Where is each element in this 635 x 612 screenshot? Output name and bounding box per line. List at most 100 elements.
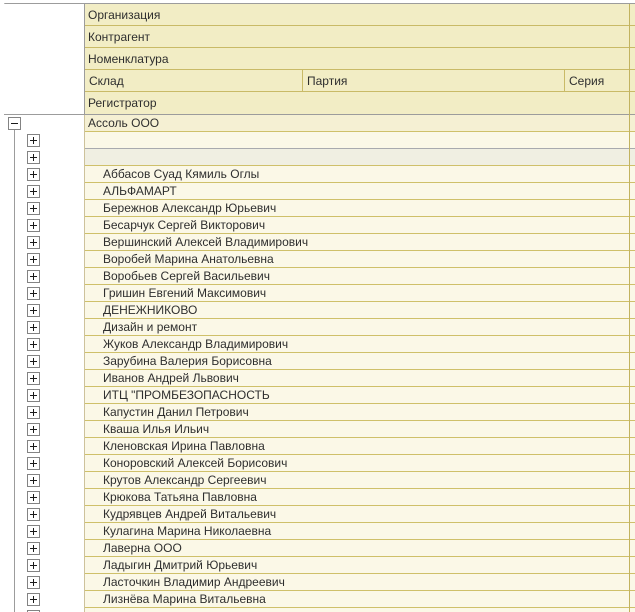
tree-rows: Ассоль ООО Аббасов Суад Кямиль Оглы АЛЬФАМ… (4, 115, 635, 612)
plus-icon[interactable] (27, 406, 40, 419)
row-label[interactable]: Крутов Александр Сергеевич (85, 472, 635, 489)
tree-connector-line (14, 130, 15, 612)
row-label[interactable]: Кваша Илья Ильич (85, 421, 635, 438)
plus-icon[interactable] (27, 236, 40, 249)
row-label[interactable]: Бережнов Александр Юрьевич (85, 200, 635, 217)
tree-row: Ладыгин Дмитрий Юрьевич (4, 557, 635, 574)
plus-icon[interactable] (27, 389, 40, 402)
tree-cell (4, 591, 85, 608)
root-row-label[interactable]: Ассоль ООО (85, 115, 635, 132)
row-label[interactable]: ДЕНЕЖНИКОВО (85, 302, 635, 319)
row-label[interactable] (85, 608, 635, 612)
tree-row: Кудрявцев Андрей Витальевич (4, 506, 635, 523)
row-label[interactable]: Ласточкин Владимир Андреевич (85, 574, 635, 591)
plus-icon[interactable] (27, 423, 40, 436)
tree-row: Бесарчук Сергей Викторович (4, 217, 635, 234)
row-label[interactable]: Крюкова Татьяна Павловна (85, 489, 635, 506)
row-label[interactable]: Иванов Андрей Львович (85, 370, 635, 387)
row-label[interactable]: Гришин Евгений Максимович (85, 285, 635, 302)
row-label[interactable]: Аббасов Суад Кямиль Оглы (85, 166, 635, 183)
row-label[interactable]: Капустин Данил Петрович (85, 404, 635, 421)
tree-cell (4, 438, 85, 455)
header-label-organization: Организация (88, 7, 161, 22)
plus-icon[interactable] (27, 321, 40, 334)
row-label[interactable]: Воробьев Сергей Васильевич (85, 268, 635, 285)
row-label[interactable]: Лизнёва Марина Витальевна (85, 591, 635, 608)
header-row-nomenclature: Номенклатура (85, 48, 635, 70)
tree-row (4, 149, 635, 166)
row-label[interactable]: Коноровский Алексей Борисович (85, 455, 635, 472)
plus-icon[interactable] (27, 508, 40, 521)
plus-icon[interactable] (27, 338, 40, 351)
tree-cell (4, 540, 85, 557)
tree-cell (4, 319, 85, 336)
header-row-organization: Организация (85, 4, 635, 26)
plus-icon[interactable] (27, 304, 40, 317)
row-label[interactable]: Кудрявцев Андрей Витальевич (85, 506, 635, 523)
plus-icon[interactable] (27, 219, 40, 232)
plus-icon[interactable] (27, 593, 40, 606)
header-label-warehouse: Склад (89, 73, 124, 88)
tree-row: Аббасов Суад Кямиль Оглы (4, 166, 635, 183)
tree-cell (4, 115, 85, 132)
plus-icon[interactable] (27, 474, 40, 487)
tree-cell (4, 166, 85, 183)
plus-icon[interactable] (27, 134, 40, 147)
header-row-registrar: Регистратор (85, 92, 635, 114)
plus-icon[interactable] (27, 355, 40, 368)
plus-icon[interactable] (27, 525, 40, 538)
tree-cell (4, 268, 85, 285)
header-cell-series: Серия (565, 70, 629, 91)
row-label[interactable]: Бесарчук Сергей Викторович (85, 217, 635, 234)
plus-icon[interactable] (27, 202, 40, 215)
row-label[interactable]: Зарубина Валерия Борисовна (85, 353, 635, 370)
tree-row: Ассоль ООО (4, 115, 635, 132)
tree-cell (4, 523, 85, 540)
plus-icon[interactable] (27, 253, 40, 266)
header-row-warehouse-batch-series: Склад Партия Серия (85, 70, 635, 92)
tree-cell (4, 234, 85, 251)
tree-row: Бережнов Александр Юрьевич (4, 200, 635, 217)
plus-icon[interactable] (27, 559, 40, 572)
row-label[interactable]: Кленовская Ирина Павловна (85, 438, 635, 455)
tree-cell (4, 489, 85, 506)
plus-icon[interactable] (27, 610, 40, 612)
tree-cell (4, 251, 85, 268)
row-label[interactable]: Дизайн и ремонт (85, 319, 635, 336)
row-label[interactable]: Вершинский Алексей Владимирович (85, 234, 635, 251)
tree-cell (4, 200, 85, 217)
tree-cell (4, 370, 85, 387)
header-label-batch: Партия (307, 73, 348, 88)
plus-icon[interactable] (27, 151, 40, 164)
row-label[interactable]: Воробей Марина Анатольевна (85, 251, 635, 268)
row-label[interactable]: ИТЦ "ПРОМБЕЗОПАСНОСТЬ (85, 387, 635, 404)
row-label[interactable]: Кулагина Марина Николаевна (85, 523, 635, 540)
column-separator-line (629, 4, 630, 612)
row-label[interactable]: АЛЬФАМАРТ (85, 183, 635, 200)
plus-icon[interactable] (27, 270, 40, 283)
tree-cell (4, 285, 85, 302)
row-label[interactable]: Лаверна ООО (85, 540, 635, 557)
tree-cell (4, 302, 85, 319)
tree-cell (4, 472, 85, 489)
header-row-counterparty: Контрагент (85, 26, 635, 48)
plus-icon[interactable] (27, 457, 40, 470)
plus-icon[interactable] (27, 185, 40, 198)
minus-icon[interactable] (8, 117, 21, 130)
row-label[interactable] (85, 132, 635, 149)
plus-icon[interactable] (27, 440, 40, 453)
plus-icon[interactable] (27, 576, 40, 589)
plus-icon[interactable] (27, 542, 40, 555)
tree-cell (4, 217, 85, 234)
tree-cell (4, 557, 85, 574)
plus-icon[interactable] (27, 168, 40, 181)
tree-row: Воробей Марина Анатольевна (4, 251, 635, 268)
row-label[interactable]: Жуков Александр Владимирович (85, 336, 635, 353)
plus-icon[interactable] (27, 372, 40, 385)
tree-row: Крюкова Татьяна Павловна (4, 489, 635, 506)
row-label[interactable]: Ладыгин Дмитрий Юрьевич (85, 557, 635, 574)
tree-row: Кваша Илья Ильич (4, 421, 635, 438)
plus-icon[interactable] (27, 491, 40, 504)
row-label[interactable] (85, 149, 635, 166)
plus-icon[interactable] (27, 287, 40, 300)
